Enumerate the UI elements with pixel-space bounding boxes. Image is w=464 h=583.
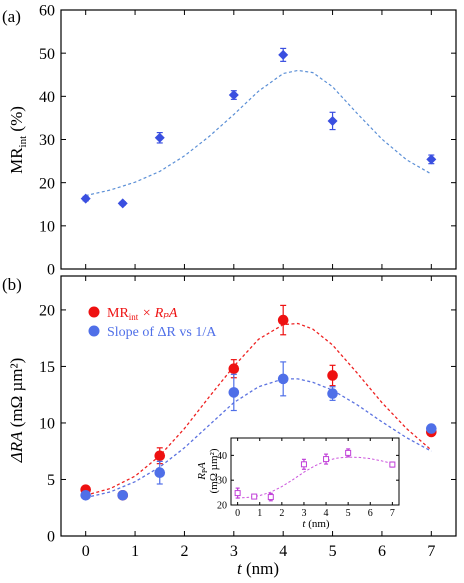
panel-b-frame	[60, 275, 457, 537]
panel-a-ylabel: MRint (%)	[7, 106, 29, 174]
legend-marker-red	[88, 306, 100, 318]
panel-a-frame	[60, 9, 457, 270]
x-tick-label: 1	[131, 543, 139, 560]
y-tick-label: 40	[217, 451, 227, 462]
data-point-diamond	[228, 90, 239, 101]
x-tick-label: 0	[235, 508, 240, 519]
y-tick-label: 20	[217, 501, 227, 512]
x-tick-label: 4	[279, 543, 287, 560]
x-tick-label: 5	[329, 543, 337, 560]
x-tick-label: 6	[368, 508, 373, 519]
panel-a-fit-curve	[85, 69, 432, 197]
y-tick-label: 20	[39, 175, 55, 192]
panel-b-label: (b)	[2, 275, 22, 294]
data-point-square	[251, 493, 258, 500]
y-tick-label: 40	[39, 89, 55, 106]
y-tick-label: 10	[39, 416, 55, 433]
legend-label-red: MRint × RₚA	[107, 306, 178, 322]
legend-marker-blue	[88, 325, 100, 337]
panel-b-fit-curve-blue	[85, 378, 432, 499]
data-point-blue	[117, 490, 129, 501]
x-tick-label: 6	[378, 543, 386, 560]
y-tick-label: 20	[39, 303, 55, 320]
panel-a: (a) MRint (%) 0 10 20 30 40 50 60	[2, 3, 457, 279]
x-tick-label: 3	[301, 508, 306, 519]
y-tick-label: 0	[47, 529, 55, 546]
data-point-blue	[426, 423, 437, 434]
inset-axis-ticks: 20 30 40 0 1 2 3 4 5 6 7	[217, 438, 399, 519]
data-point-blue	[228, 387, 240, 398]
data-point-blue	[154, 467, 166, 478]
panel-a-axis-ticks: 0 10 20 30 40 50 60	[39, 3, 456, 279]
panel-a-series	[80, 47, 437, 209]
panel-b-series	[80, 304, 437, 501]
x-tick-label: 3	[230, 543, 238, 560]
data-point-red	[154, 450, 166, 462]
x-tick-label: 7	[390, 508, 395, 519]
y-tick-label: 60	[39, 3, 55, 20]
data-point-diamond	[117, 198, 128, 209]
x-tick-label: 2	[279, 508, 284, 519]
y-tick-label: 30	[39, 132, 55, 149]
x-tick-label: 5	[346, 508, 351, 519]
data-point-blue	[80, 490, 91, 501]
y-tick-label: 15	[39, 359, 55, 376]
data-point-square	[323, 456, 330, 463]
data-point-diamond	[327, 115, 338, 126]
x-tick-label: 2	[180, 543, 188, 560]
data-point-square	[389, 461, 396, 468]
panel-b-legend: MRint × RₚA Slope of ΔR vs 1/A	[88, 306, 217, 340]
panel-b-ylabel: ΔRA (mΩ µm²)	[7, 358, 26, 464]
data-point-diamond	[278, 49, 289, 60]
y-tick-label: 50	[39, 46, 55, 63]
data-point-blue	[277, 373, 289, 385]
data-point-square	[345, 449, 352, 456]
panel-b-xlabel: t (nm)	[237, 559, 279, 578]
inset-chart: RPA(mΩ µm²) t (nm) 20 30 40 0 1 2 3 4 5 6 7	[196, 437, 400, 530]
x-tick-label: 0	[82, 543, 90, 560]
panel-a-label: (a)	[2, 7, 21, 26]
data-point-red	[277, 314, 289, 326]
inset-ylabel: RPA(mΩ µm²)	[196, 448, 220, 493]
data-point-diamond	[426, 154, 437, 165]
data-point-square	[300, 461, 307, 468]
data-point-square	[234, 490, 241, 497]
data-point-red	[228, 363, 240, 374]
y-tick-label: 30	[217, 476, 227, 487]
data-point-diamond	[80, 193, 91, 204]
x-tick-label: 7	[427, 543, 435, 560]
inset-xlabel: t (nm)	[302, 518, 330, 530]
x-tick-label: 4	[324, 508, 329, 519]
inset-series	[234, 448, 396, 502]
y-tick-label: 0	[47, 262, 55, 279]
y-tick-label: 5	[47, 472, 55, 489]
data-point-red	[327, 370, 338, 381]
x-tick-label: 1	[257, 508, 262, 519]
data-point-diamond	[154, 132, 165, 143]
data-point-blue	[327, 388, 338, 399]
inset-frame	[230, 437, 400, 506]
legend-label-blue: Slope of ΔR vs 1/A	[107, 325, 217, 340]
y-tick-label: 10	[39, 218, 55, 235]
data-point-square	[267, 494, 274, 501]
